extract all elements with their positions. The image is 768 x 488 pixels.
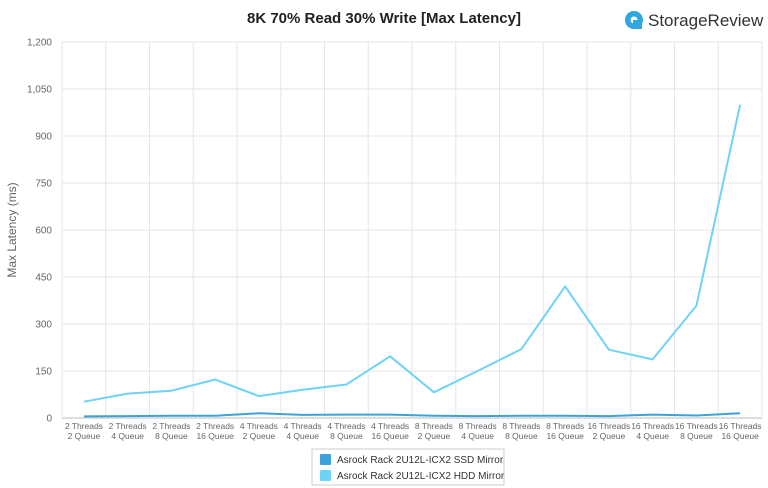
x-tick-label: 16 Threads 2 Queue (587, 421, 630, 441)
hdd-point[interactable] (168, 388, 174, 394)
ssd-point[interactable] (125, 413, 131, 419)
y-tick-label: 150 (35, 367, 52, 378)
legend-swatch-ssd (320, 454, 331, 465)
brand-logo: StorageReview (625, 11, 764, 30)
hdd-point[interactable] (212, 376, 218, 382)
ssd-point[interactable] (81, 413, 87, 419)
hdd-point[interactable] (693, 303, 699, 309)
x-tick-label: 2 Threads 2 Queue (65, 421, 103, 441)
hdd-point[interactable] (431, 389, 437, 395)
x-tick-label: 4 Threads 16 Queue (371, 421, 409, 441)
ssd-point[interactable] (650, 412, 656, 418)
x-tick-label: 16 Threads 16 Queue (719, 421, 762, 441)
hdd-point[interactable] (650, 356, 656, 362)
ssd-point[interactable] (737, 410, 743, 416)
grid (61, 41, 763, 419)
x-tick-label: 16 Threads 4 Queue (631, 421, 674, 441)
hdd-point[interactable] (562, 283, 568, 289)
ssd-point[interactable] (518, 413, 524, 419)
ssd-point[interactable] (387, 412, 393, 418)
y-tick-label: 300 (35, 320, 52, 331)
legend-item-hdd[interactable]: Asrock Rack 2U12L-ICX2 HDD Mirror (320, 470, 505, 482)
ssd-point[interactable] (475, 413, 481, 419)
x-tick-label: 16 Threads 8 Queue (675, 421, 718, 441)
hdd-point[interactable] (125, 391, 131, 397)
series-line-hdd[interactable] (83, 104, 742, 403)
x-tick-label: 8 Threads 4 Queue (459, 421, 497, 441)
x-tick-label: 8 Threads 2 Queue (415, 421, 453, 441)
legend-item-ssd[interactable]: Asrock Rack 2U12L-ICX2 SSD Mirror (320, 454, 504, 466)
x-tick-label: 4 Threads 4 Queue (284, 421, 322, 441)
x-tick-label: 2 Threads 4 Queue (109, 421, 147, 441)
legend-label-ssd: Asrock Rack 2U12L-ICX2 SSD Mirror (337, 455, 504, 466)
ssd-point[interactable] (300, 412, 306, 418)
y-tick-label: 750 (35, 179, 52, 190)
y-tick-label: 600 (35, 226, 52, 237)
hdd-point[interactable] (475, 368, 481, 374)
y-axis-ticks: 0 150 300 450 600 750 900 1,050 1,200 (27, 38, 52, 425)
x-tick-label: 4 Threads 8 Queue (327, 421, 365, 441)
y-tick-label: 1,200 (27, 38, 52, 49)
hdd-point[interactable] (256, 393, 262, 399)
ssd-point[interactable] (212, 413, 218, 419)
y-tick-label: 900 (35, 132, 52, 143)
x-tick-label: 8 Threads 16 Queue (546, 421, 584, 441)
legend-box (311, 448, 505, 486)
brand-name: StorageReview (648, 11, 764, 30)
legend-swatch-hdd (320, 470, 331, 481)
hdd-point[interactable] (81, 399, 87, 405)
x-tick-label: 8 Threads 8 Queue (502, 421, 540, 441)
y-tick-label: 0 (46, 414, 52, 425)
ssd-point[interactable] (256, 410, 262, 416)
series-lines (81, 102, 743, 419)
x-tick-label: 4 Threads 2 Queue (240, 421, 278, 441)
ssd-point[interactable] (562, 413, 568, 419)
x-tick-label: 2 Threads 16 Queue (196, 421, 234, 441)
y-axis-label: Max Latency (ms) (5, 182, 19, 277)
ssd-point[interactable] (431, 413, 437, 419)
hdd-point[interactable] (343, 381, 349, 387)
legend: Asrock Rack 2U12L-ICX2 SSD Mirror Asrock… (311, 448, 505, 486)
series-line-ssd[interactable] (83, 412, 741, 418)
legend-label-hdd: Asrock Rack 2U12L-ICX2 HDD Mirror (337, 471, 505, 482)
hdd-point[interactable] (606, 347, 612, 353)
ssd-point[interactable] (168, 413, 174, 419)
y-tick-label: 450 (35, 273, 52, 284)
ssd-point[interactable] (343, 412, 349, 418)
x-tick-label: 2 Threads 8 Queue (152, 421, 190, 441)
hdd-point[interactable] (737, 102, 743, 108)
y-tick-label: 1,050 (27, 85, 52, 96)
hdd-point[interactable] (518, 346, 524, 352)
hdd-point[interactable] (387, 353, 393, 359)
ssd-point[interactable] (606, 413, 612, 419)
storagereview-logo-icon (625, 11, 643, 29)
hdd-point[interactable] (300, 387, 306, 393)
ssd-point[interactable] (693, 412, 699, 418)
chart-title: 8K 70% Read 30% Write [Max Latency] (247, 10, 521, 27)
